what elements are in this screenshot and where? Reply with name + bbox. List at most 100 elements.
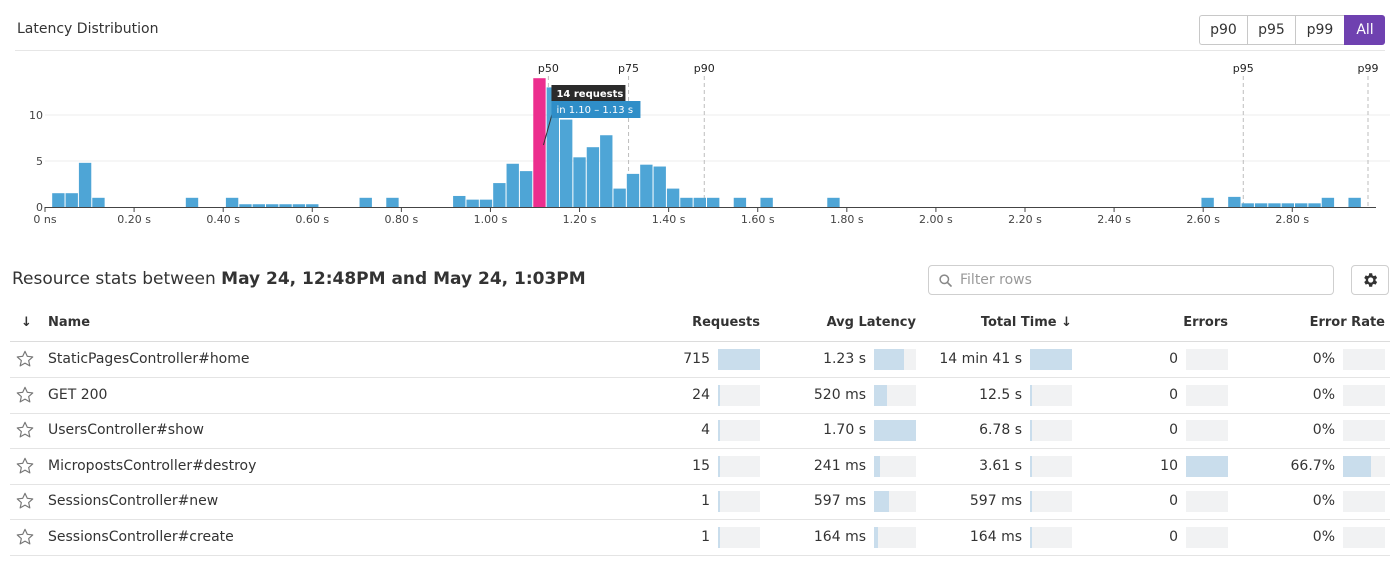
p90-button[interactable]: p90 xyxy=(1199,15,1247,45)
table-row[interactable]: GET 200 24 520 ms 12.5 s 0 0% xyxy=(10,378,1390,414)
row-errors: 0 xyxy=(1169,422,1178,438)
row-requests-bar xyxy=(718,349,760,370)
star-icon[interactable] xyxy=(15,527,35,547)
histogram-bar xyxy=(519,171,533,207)
row-avg-latency: 1.70 s xyxy=(823,422,866,438)
histogram-bar xyxy=(693,197,706,207)
sort-indicator[interactable]: ↓ xyxy=(21,315,32,330)
star-icon[interactable] xyxy=(15,385,35,405)
x-tick-label: 1.60 s xyxy=(741,213,775,226)
stats-title: Resource stats between May 24, 12:48PM a… xyxy=(12,269,586,289)
histogram-bar xyxy=(707,197,720,207)
row-error-rate: 0% xyxy=(1312,528,1335,545)
histogram-bar xyxy=(600,135,613,207)
star-icon[interactable] xyxy=(15,456,35,476)
row-name[interactable]: MicropostsController#destroy xyxy=(48,457,257,474)
star-icon[interactable] xyxy=(15,491,35,511)
histogram-bar xyxy=(626,173,640,207)
percentile-marker-label: p50 xyxy=(538,62,559,75)
y-tick-label: 5 xyxy=(36,155,43,168)
x-tick-label: 0 ns xyxy=(33,213,56,226)
percentile-marker-label: p95 xyxy=(1233,62,1254,75)
filter-rows-input[interactable] xyxy=(960,272,1320,288)
x-tick-label: 1.40 s xyxy=(652,213,686,226)
histogram-bar xyxy=(1241,203,1254,207)
col-errors[interactable]: Errors xyxy=(1183,315,1228,330)
row-avg-latency-bar-fill xyxy=(874,455,880,477)
x-tick-label: 2.20 s xyxy=(1008,213,1042,226)
row-errors-bar xyxy=(1186,455,1228,477)
row-avg-latency-bar xyxy=(874,420,916,441)
x-tick-label: 1.00 s xyxy=(474,213,508,226)
row-avg-latency-bar xyxy=(874,491,916,512)
row-name[interactable]: SessionsController#new xyxy=(48,493,219,509)
table-row[interactable]: UsersController#show 4 1.70 s 6.78 s 0 0% xyxy=(10,413,1390,449)
filter-box xyxy=(928,265,1334,295)
p95-button[interactable]: p95 xyxy=(1247,15,1295,45)
stats-title-prefix: Resource stats between xyxy=(12,269,222,289)
row-error-rate: 0% xyxy=(1312,422,1335,438)
star-icon[interactable] xyxy=(15,420,35,440)
tooltip-box-top xyxy=(551,85,626,101)
histogram-bar xyxy=(466,199,479,207)
row-name[interactable]: SessionsController#create xyxy=(48,528,234,545)
p99-button[interactable]: p99 xyxy=(1295,15,1344,45)
row-errors: 0 xyxy=(1169,351,1178,367)
histogram-bar xyxy=(1281,203,1294,207)
histogram-bar xyxy=(613,188,626,207)
col-requests[interactable]: Requests xyxy=(692,315,760,330)
histogram-bar xyxy=(560,119,573,207)
row-error-rate-bar xyxy=(1343,455,1385,477)
x-tick-label: 2.00 s xyxy=(919,213,953,226)
row-error-rate-bar-fill xyxy=(1343,455,1371,477)
histogram-bar xyxy=(239,204,252,207)
row-avg-latency-bar-fill xyxy=(874,384,888,406)
all-button[interactable]: All xyxy=(1344,15,1385,45)
table-row[interactable]: SessionsController#create 1 164 ms 164 ms… xyxy=(10,520,1390,556)
histogram-bar xyxy=(1268,203,1281,207)
histogram-bar xyxy=(506,163,519,207)
histogram-bar xyxy=(279,204,292,207)
row-total-time-bar xyxy=(1030,384,1072,406)
stats-title-range: May 24, 12:48PM and May 24, 1:03PM xyxy=(221,269,586,289)
col-name[interactable]: Name xyxy=(48,315,91,330)
histogram-bar xyxy=(479,199,493,207)
table-row[interactable]: StaticPagesController#home 715 1.23 s 14 … xyxy=(10,342,1390,378)
row-requests: 15 xyxy=(692,457,710,474)
row-error-rate: 0% xyxy=(1312,351,1335,367)
histogram-bar xyxy=(185,197,199,207)
histogram-bar xyxy=(1308,203,1321,207)
row-avg-latency: 164 ms xyxy=(813,528,866,545)
row-requests-bar xyxy=(718,491,760,512)
row-total-time-bar-fill xyxy=(1030,420,1032,441)
col-total-time[interactable]: Total Time ↓ xyxy=(980,315,1072,330)
row-requests-bar xyxy=(718,384,760,406)
settings-button[interactable] xyxy=(1351,265,1389,295)
row-total-time: 6.78 s xyxy=(979,422,1022,438)
row-requests-bar-fill xyxy=(718,526,720,548)
row-name[interactable]: GET 200 xyxy=(48,386,108,403)
row-error-rate-bar xyxy=(1343,420,1385,441)
col-error-rate[interactable]: Error Rate xyxy=(1309,315,1385,330)
histogram-bar xyxy=(1295,203,1308,207)
table-row[interactable]: SessionsController#new 1 597 ms 597 ms 0 … xyxy=(10,484,1390,520)
histogram-bar xyxy=(52,193,65,207)
star-icon[interactable] xyxy=(15,349,35,369)
table-row[interactable]: MicropostsController#destroy 15 241 ms 3.… xyxy=(10,449,1390,485)
row-total-time-bar xyxy=(1030,526,1072,548)
histogram-bar xyxy=(266,204,279,207)
row-total-time: 164 ms xyxy=(969,528,1022,545)
row-avg-latency: 1.23 s xyxy=(823,351,866,367)
col-avg-latency[interactable]: Avg Latency xyxy=(826,315,916,330)
histogram-bar xyxy=(65,193,78,207)
x-tick-label: 0.20 s xyxy=(117,213,151,226)
row-error-rate: 0% xyxy=(1312,493,1335,509)
histogram-bar xyxy=(78,162,92,207)
x-tick-label: 1.80 s xyxy=(830,213,864,226)
row-avg-latency-bar xyxy=(874,349,916,370)
chart-title: Latency Distribution xyxy=(17,21,159,37)
percentile-selector: p90 p95 p99 All xyxy=(1199,15,1385,45)
row-name[interactable]: UsersController#show xyxy=(48,422,204,438)
row-name[interactable]: StaticPagesController#home xyxy=(48,351,250,367)
histogram-bar xyxy=(1321,197,1335,207)
